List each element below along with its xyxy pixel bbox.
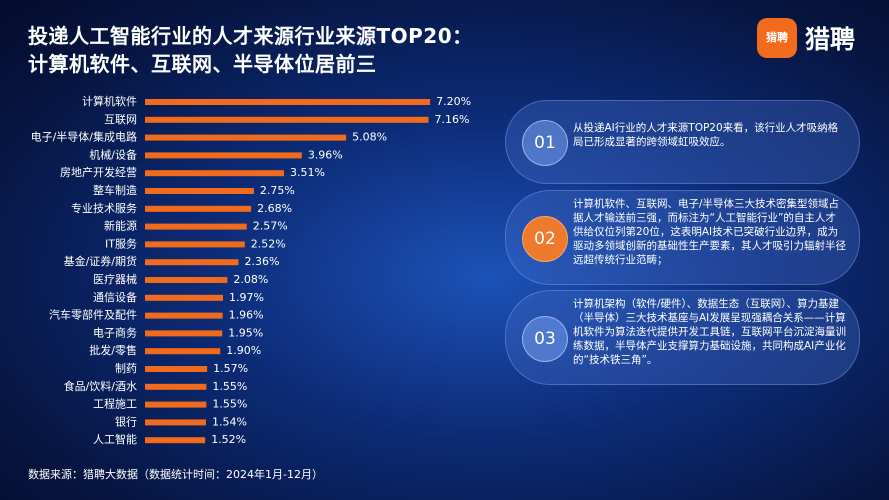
category-label: 批发/零售 (89, 343, 137, 357)
bar (145, 205, 252, 212)
value-label: 2.52% (251, 237, 286, 250)
bar (145, 241, 245, 248)
value-label: 7.20% (436, 95, 471, 108)
bar (145, 134, 347, 141)
category-label: IT服务 (105, 237, 137, 250)
value-label: 3.51% (290, 166, 325, 179)
note-number: 02 (522, 216, 568, 262)
bar (145, 116, 429, 123)
value-label: 1.96% (229, 309, 264, 322)
bar (145, 294, 224, 301)
category-label: 工程施工 (93, 398, 137, 411)
bar (145, 383, 207, 390)
note-text: 从投递AI行业的人才来源TOP20来看，该行业人才吸纳格局已形成显著的跨领域虹吸… (573, 122, 839, 148)
category-label: 机械/设备 (89, 147, 137, 161)
category-label: 医疗器械 (93, 272, 137, 286)
value-label: 2.68% (257, 202, 292, 215)
note-text: 计算机架构（软件/硬件）、数据生态（互联网）、算力基建（半导体）三大技术基座与A… (573, 298, 846, 366)
note: 01 从投递AI行业的人才来源TOP20来看，该行业人才吸纳格局已形成显著的跨领… (505, 100, 860, 184)
bar (145, 330, 223, 337)
category-label: 制药 (115, 362, 137, 375)
value-label: 1.55% (212, 398, 247, 411)
bar (145, 223, 247, 230)
note-number: 03 (522, 316, 568, 362)
value-label: 2.08% (233, 273, 268, 286)
category-label: 整车制造 (93, 183, 137, 197)
bar (145, 99, 431, 105)
value-label: 2.57% (253, 220, 288, 233)
note: 03 计算机架构（软件/硬件）、数据生态（互联网）、算力基建（半导体）三大技术基… (505, 290, 860, 385)
value-label: 1.55% (212, 380, 247, 393)
source: 数据来源：猎聘大数据（数据统计时间：2024年1月-12月） (28, 468, 323, 481)
bar (145, 170, 284, 177)
category-label: 房地产开发经营 (60, 165, 137, 179)
logo-icon: 猎聘 (757, 18, 797, 58)
value-label: 2.36% (244, 255, 279, 268)
value-label: 1.95% (228, 326, 263, 339)
bar (145, 188, 254, 194)
category-label: 人工智能 (93, 432, 137, 446)
logo-text: 猎聘 (805, 25, 856, 54)
bar (145, 152, 302, 159)
bar (145, 312, 223, 319)
subtitle: 计算机软件、互联网、半导体位居前三 (28, 52, 377, 76)
value-label: 1.52% (211, 433, 246, 446)
category-label: 互联网 (104, 113, 137, 126)
note: 02 计算机软件、互联网、电子/半导体三大技术密集型领域占据人才输送前三强，而标… (505, 190, 860, 285)
value-label: 5.08% (352, 131, 387, 144)
category-label: 电子商务 (93, 325, 137, 339)
bar (145, 419, 206, 426)
category-label: 电子/半导体/集成电路 (31, 130, 137, 144)
category-label: 汽车零部件及配件 (49, 308, 137, 322)
value-label: 1.97% (229, 291, 264, 304)
category-label: 基金/证券/期货 (64, 254, 137, 268)
value-label: 1.90% (226, 344, 261, 357)
category-label: 新能源 (104, 219, 137, 233)
bar (145, 437, 206, 444)
bar (145, 366, 208, 372)
value-label: 7.16% (435, 113, 470, 126)
note-number: 01 (522, 120, 568, 166)
value-label: 2.75% (260, 184, 295, 197)
bar (145, 277, 228, 283)
category-label: 通信设备 (93, 290, 137, 304)
category-label: 银行 (115, 414, 137, 428)
category-label: 食品/饮料/酒水 (64, 379, 137, 393)
note-text: 计算机软件、互联网、电子/半导体三大技术密集型领域占据人才输送前三强，而标注为“… (573, 198, 846, 266)
title: 投递人工智能行业的人才来源行业来源TOP20： (28, 24, 473, 48)
category-label: 计算机软件 (82, 94, 137, 108)
bar (145, 348, 221, 355)
chart: 计算机软件 7.20% 互联网 7.16% 电子/半导体/集成电路 5.08% 机械/设备 3… (31, 94, 471, 446)
bar (145, 401, 207, 408)
bar (145, 259, 239, 266)
category-label: 专业技术服务 (71, 201, 137, 215)
value-label: 1.54% (212, 415, 247, 428)
value-label: 1.57% (213, 362, 248, 375)
value-label: 3.96% (308, 148, 343, 161)
